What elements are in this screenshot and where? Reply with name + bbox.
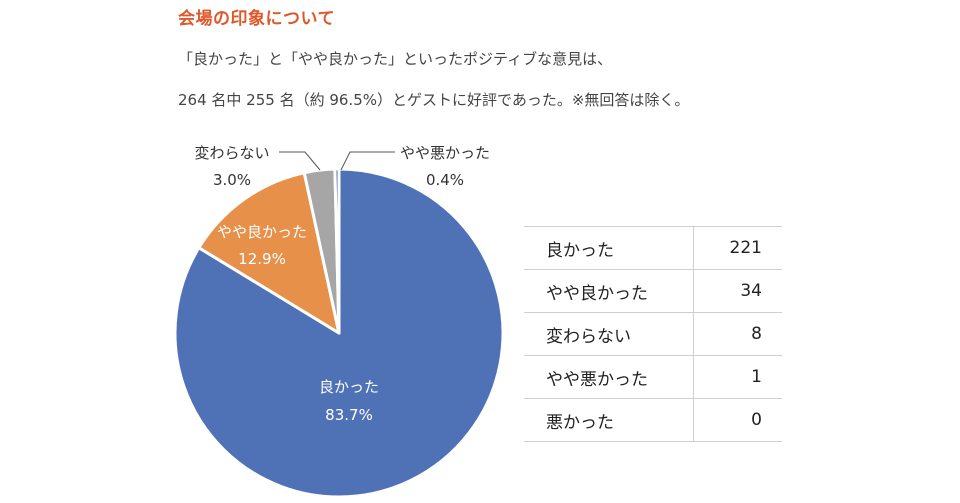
slice-value-label: 0.4% xyxy=(426,171,464,189)
slice-label: 変わらない xyxy=(194,144,269,162)
pie-slice xyxy=(197,171,341,335)
row-label: 良かった xyxy=(524,226,694,270)
row-count: 34 xyxy=(693,269,782,313)
row-label: 悪かった xyxy=(524,398,694,442)
row-count: 1 xyxy=(693,355,782,399)
results-table: 良かった 221 やや良かった 34 変わらない 8 やや悪かった 1 悪かった… xyxy=(524,226,782,442)
leader-line xyxy=(279,151,321,171)
table-row: やや良かった 34 xyxy=(524,269,782,313)
slice-label: 良かった xyxy=(319,378,379,396)
intro-line-1: 「良かった」と「やや良かった」といったポジティブな意見は、 xyxy=(178,50,613,68)
intro-line-2: 264 名中 255 名（約 96.5%）とゲストに好評であった。※無回答は除く… xyxy=(178,91,690,109)
slice-label: やや悪かった xyxy=(400,144,490,162)
row-count: 0 xyxy=(693,398,782,442)
section-heading: 会場の印象について xyxy=(178,9,335,29)
table-row: 悪かった 0 xyxy=(524,398,782,442)
row-count: 221 xyxy=(693,226,782,270)
table-row: 良かった 221 xyxy=(524,226,782,270)
table-row: 変わらない 8 xyxy=(524,312,782,356)
leader-line xyxy=(340,151,395,171)
pie-slice xyxy=(333,167,341,335)
slice-value-label: 83.7% xyxy=(325,406,373,424)
slice-label: やや良かった xyxy=(217,223,307,241)
row-label: やや悪かった xyxy=(524,355,694,399)
row-count: 8 xyxy=(693,312,782,356)
slice-value-label: 12.9% xyxy=(238,250,286,268)
row-label: 変わらない xyxy=(524,312,694,356)
table-row: やや悪かった 1 xyxy=(524,355,782,399)
row-label: やや良かった xyxy=(524,269,694,313)
slice-value-label: 3.0% xyxy=(213,171,251,189)
